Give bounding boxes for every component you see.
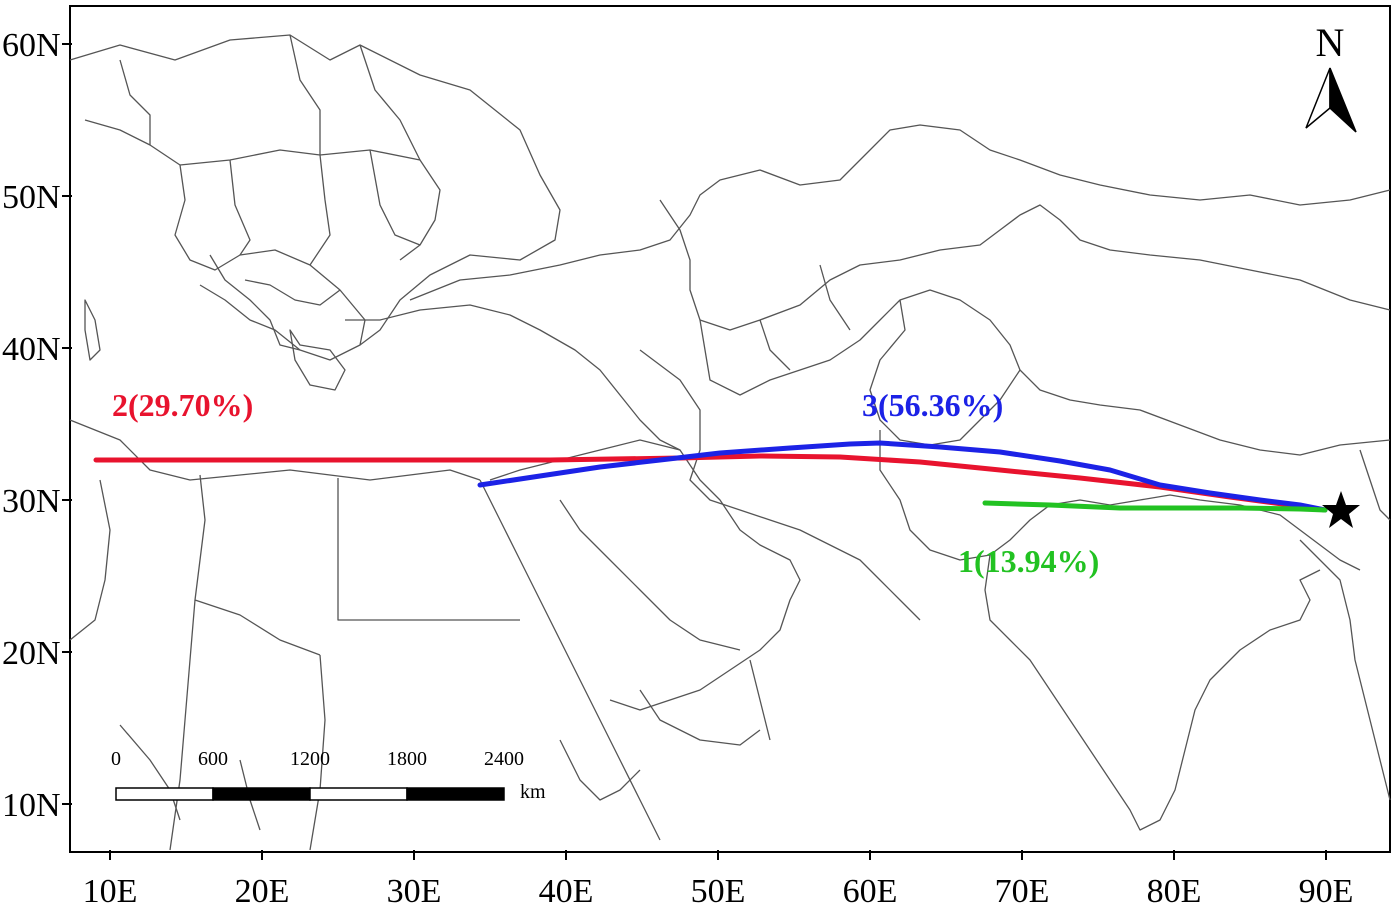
x-tick-label: 60E <box>843 873 898 910</box>
x-tick-label: 30E <box>387 873 442 910</box>
y-tick-label: 40N <box>2 331 61 368</box>
y-tick-label: 20N <box>2 635 61 672</box>
route-2-label: 2(29.70%) <box>112 387 253 423</box>
scale-bar: 0 600 1200 1800 2400 km <box>111 748 546 803</box>
x-axis: 10E 20E 30E 40E 50E 60E 70E 80E 90E <box>83 850 1354 910</box>
country-borders <box>69 34 1391 851</box>
y-axis: 60N 50N 40N 30N 20N 10N <box>2 27 72 824</box>
x-tick-label: 70E <box>995 873 1050 910</box>
x-tick-label: 40E <box>539 873 594 910</box>
x-tick-label: 20E <box>235 873 290 910</box>
scale-tick-label: 600 <box>198 748 228 770</box>
route-3-line <box>477 440 1328 513</box>
trajectory-routes <box>93 440 1328 513</box>
route-1-label: 1(13.94%) <box>958 543 1099 579</box>
scale-tick-label: 0 <box>111 748 121 770</box>
scale-tick-label: 1200 <box>290 748 330 770</box>
scale-tick-label: 1800 <box>387 748 427 770</box>
scale-unit-label: km <box>520 781 546 803</box>
x-tick-label: 50E <box>691 873 746 910</box>
route-3-label: 3(56.36%) <box>862 387 1003 423</box>
north-arrow-icon: N <box>1305 20 1357 133</box>
map-frame <box>69 5 1391 853</box>
x-tick-label: 10E <box>83 873 138 910</box>
north-label: N <box>1316 20 1345 65</box>
y-tick-label: 30N <box>2 483 61 520</box>
scale-tick-label: 2400 <box>484 748 524 770</box>
y-tick-label: 10N <box>2 787 61 824</box>
x-tick-label: 90E <box>1299 873 1354 910</box>
station-star-icon <box>1322 491 1360 528</box>
y-tick-label: 50N <box>2 179 61 216</box>
x-tick-label: 80E <box>1147 873 1202 910</box>
route-1-line <box>982 500 1328 513</box>
y-tick-label: 60N <box>2 27 61 64</box>
